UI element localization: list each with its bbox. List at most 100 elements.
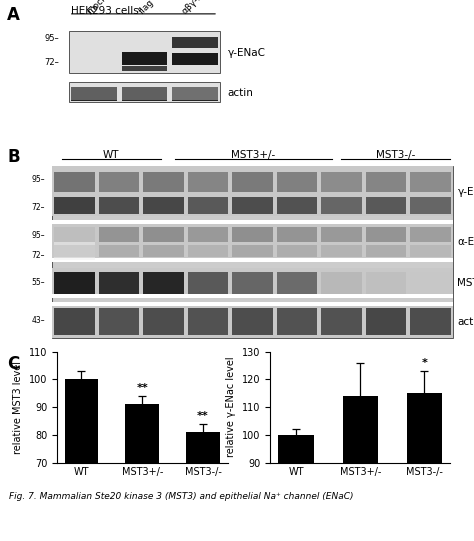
Text: 72–: 72– bbox=[32, 203, 45, 212]
Text: **: ** bbox=[197, 411, 209, 421]
Bar bbox=[122, 100, 167, 101]
Bar bbox=[54, 197, 95, 214]
Bar bbox=[54, 308, 95, 335]
Bar bbox=[276, 172, 317, 192]
Bar bbox=[186, 432, 220, 541]
Text: 72–: 72– bbox=[45, 57, 59, 67]
Text: 72–: 72– bbox=[32, 250, 45, 260]
Bar bbox=[188, 172, 228, 192]
Text: HEK293 cells: HEK293 cells bbox=[71, 6, 139, 16]
Bar bbox=[232, 197, 273, 214]
Text: MST3+/-: MST3+/- bbox=[231, 150, 276, 160]
Text: 55–: 55– bbox=[31, 278, 45, 287]
Text: mock: mock bbox=[85, 0, 109, 16]
Bar bbox=[365, 272, 406, 294]
Bar bbox=[321, 308, 362, 335]
Bar bbox=[278, 435, 314, 541]
Bar bbox=[188, 308, 228, 335]
Text: A: A bbox=[7, 6, 20, 24]
Text: WT: WT bbox=[103, 150, 119, 160]
Bar bbox=[52, 258, 453, 261]
Bar bbox=[276, 227, 317, 242]
Bar bbox=[232, 227, 273, 242]
Bar bbox=[321, 227, 362, 242]
Bar bbox=[172, 87, 218, 100]
Bar bbox=[276, 308, 317, 335]
Text: γ-ENaC: γ-ENaC bbox=[457, 187, 474, 197]
Bar bbox=[321, 197, 362, 214]
Bar bbox=[143, 308, 184, 335]
Bar bbox=[52, 220, 453, 223]
Bar bbox=[343, 396, 378, 541]
Y-axis label: relative γ-ENac level: relative γ-ENac level bbox=[227, 357, 237, 457]
Bar bbox=[99, 272, 139, 294]
Bar bbox=[188, 272, 228, 294]
Bar bbox=[172, 52, 218, 65]
Bar bbox=[365, 245, 406, 257]
Text: α-ENaC: α-ENaC bbox=[457, 237, 474, 247]
Text: C: C bbox=[8, 355, 20, 373]
Bar bbox=[54, 245, 95, 257]
Bar bbox=[143, 245, 184, 257]
Text: 95–: 95– bbox=[45, 34, 59, 43]
Bar bbox=[410, 245, 451, 257]
Text: **: ** bbox=[137, 383, 148, 393]
Bar bbox=[232, 308, 273, 335]
Bar bbox=[276, 272, 317, 294]
Bar bbox=[321, 272, 362, 294]
Bar bbox=[410, 172, 451, 192]
Text: 95–: 95– bbox=[31, 230, 45, 240]
Bar bbox=[232, 172, 273, 192]
Bar bbox=[52, 294, 453, 298]
Bar bbox=[188, 227, 228, 242]
Bar bbox=[410, 197, 451, 214]
Bar bbox=[321, 245, 362, 257]
Text: B: B bbox=[7, 148, 20, 166]
Bar bbox=[52, 304, 453, 338]
Bar bbox=[126, 404, 159, 541]
Text: γ-ENaC: γ-ENaC bbox=[228, 48, 265, 57]
Bar bbox=[54, 272, 95, 294]
Bar bbox=[232, 272, 273, 294]
Bar bbox=[52, 222, 453, 260]
Bar bbox=[54, 227, 95, 242]
Bar bbox=[69, 31, 220, 73]
Bar bbox=[276, 197, 317, 214]
Bar bbox=[365, 172, 406, 192]
Bar bbox=[99, 197, 139, 214]
Y-axis label: relative MST3 level: relative MST3 level bbox=[13, 361, 23, 453]
Text: MST3: MST3 bbox=[457, 278, 474, 288]
Bar bbox=[52, 166, 453, 338]
Bar bbox=[122, 87, 167, 100]
Bar bbox=[71, 87, 117, 100]
Text: MST3-/-: MST3-/- bbox=[376, 150, 416, 160]
Bar bbox=[143, 172, 184, 192]
Text: Fig. 7. Mammalian Ste20 kinase 3 (MST3) and epithelial Na⁺ channel (ENaC): Fig. 7. Mammalian Ste20 kinase 3 (MST3) … bbox=[9, 492, 354, 502]
Bar bbox=[321, 172, 362, 192]
Text: αβγ-ENaC: αβγ-ENaC bbox=[180, 0, 218, 16]
Text: actin: actin bbox=[457, 317, 474, 327]
Bar bbox=[64, 379, 98, 541]
Bar bbox=[407, 393, 442, 541]
Bar bbox=[232, 245, 273, 257]
Bar bbox=[188, 245, 228, 257]
Bar bbox=[143, 272, 184, 294]
Bar bbox=[122, 66, 167, 71]
Bar bbox=[365, 227, 406, 242]
Bar bbox=[69, 82, 220, 102]
Bar bbox=[410, 227, 451, 242]
Bar bbox=[52, 302, 453, 306]
Bar bbox=[71, 100, 117, 101]
Bar bbox=[365, 308, 406, 335]
Text: 95–: 95– bbox=[31, 175, 45, 183]
Bar bbox=[143, 227, 184, 242]
Bar bbox=[172, 37, 218, 48]
Bar bbox=[410, 272, 451, 294]
Text: 43–: 43– bbox=[31, 316, 45, 325]
Bar bbox=[54, 172, 95, 192]
Bar bbox=[52, 268, 453, 296]
Bar bbox=[122, 52, 167, 65]
Bar bbox=[54, 227, 95, 260]
Bar bbox=[276, 245, 317, 257]
Bar bbox=[99, 308, 139, 335]
